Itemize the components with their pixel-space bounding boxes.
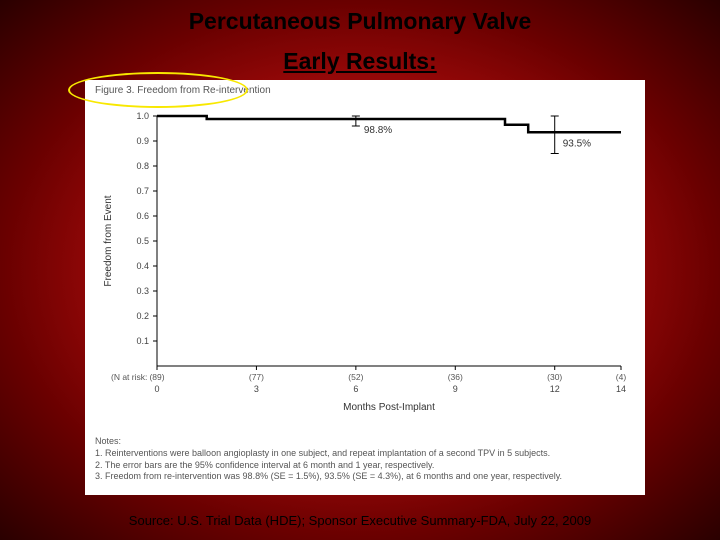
svg-text:93.5%: 93.5%	[563, 138, 591, 149]
svg-text:0.9: 0.9	[136, 136, 149, 146]
svg-text:(89): (89)	[149, 372, 164, 382]
notes-block: Notes: 1. Reinterventions were balloon a…	[95, 436, 562, 483]
svg-text:0.2: 0.2	[136, 311, 149, 321]
slide-title: Percutaneous Pulmonary Valve	[0, 8, 720, 35]
svg-text:0.8: 0.8	[136, 161, 149, 171]
svg-text:0.6: 0.6	[136, 211, 149, 221]
km-chart: 0.1 0.2 0.3 0.4 0.5 0.6 0.7 0.8 0.9 1.0 0 3 6 9 12 14 (N…	[95, 106, 635, 428]
svg-text:(52): (52)	[348, 372, 363, 382]
svg-text:0.4: 0.4	[136, 261, 149, 271]
note-line: 3. Freedom from re-intervention was 98.8…	[95, 471, 562, 483]
svg-text:(4): (4)	[616, 372, 627, 382]
svg-text:0.1: 0.1	[136, 336, 149, 346]
note-line: 2. The error bars are the 95% confidence…	[95, 460, 562, 472]
svg-text:Freedom from Event: Freedom from Event	[103, 195, 114, 286]
svg-text:(77): (77)	[249, 372, 264, 382]
svg-text:98.8%: 98.8%	[364, 125, 392, 136]
slide-subtitle: Early Results:	[0, 48, 720, 75]
svg-text:Months Post-Implant: Months Post-Implant	[343, 402, 435, 413]
svg-text:0.7: 0.7	[136, 186, 149, 196]
svg-text:1.0: 1.0	[136, 111, 149, 121]
svg-text:3: 3	[254, 384, 259, 394]
svg-text:0.5: 0.5	[136, 236, 149, 246]
svg-text:(30): (30)	[547, 372, 562, 382]
svg-text:6: 6	[353, 384, 358, 394]
svg-text:(N at risk:: (N at risk:	[111, 372, 147, 382]
notes-header: Notes:	[95, 436, 562, 448]
svg-text:12: 12	[550, 384, 560, 394]
svg-text:0: 0	[154, 384, 159, 394]
highlight-ellipse	[68, 72, 248, 108]
note-line: 1. Reinterventions were balloon angiopla…	[95, 448, 562, 460]
source-line: Source: U.S. Trial Data (HDE); Sponsor E…	[0, 513, 720, 528]
svg-text:(36): (36)	[448, 372, 463, 382]
figure-panel: Figure 3. Freedom from Re-intervention 0…	[85, 80, 645, 495]
svg-text:0.3: 0.3	[136, 286, 149, 296]
svg-text:14: 14	[616, 384, 626, 394]
svg-text:9: 9	[453, 384, 458, 394]
